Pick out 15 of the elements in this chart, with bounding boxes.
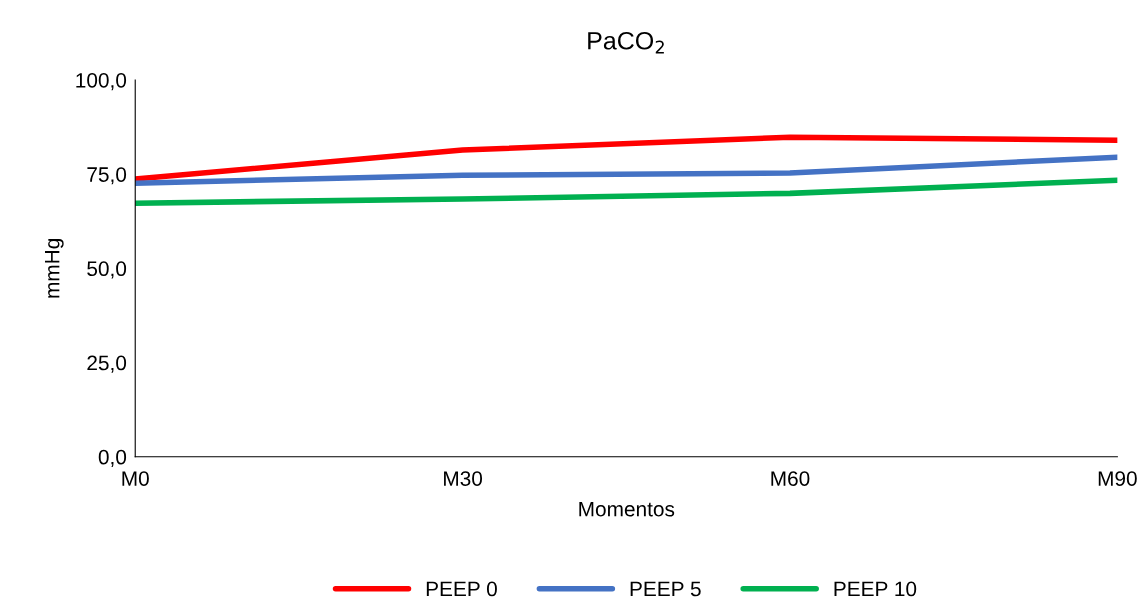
y-axis-title: mmHg bbox=[45, 239, 64, 298]
y-tick-label: 75,0 bbox=[87, 167, 127, 185]
y-tick-label: 25,0 bbox=[87, 355, 127, 373]
x-tick-label: M0 bbox=[122, 471, 149, 486]
legend-label: PEEP 0 bbox=[426, 581, 497, 597]
legend-label: PEEP 10 bbox=[834, 581, 917, 597]
chart-title: PaCO$_{2}$ bbox=[588, 31, 664, 54]
x-tick-label: M30 bbox=[444, 471, 483, 486]
y-tick-label: 100,0 bbox=[76, 72, 127, 91]
x-tick-label: M90 bbox=[1098, 471, 1137, 486]
y-tick-label: 50,0 bbox=[87, 261, 127, 279]
x-axis-title: Momentos bbox=[579, 501, 675, 517]
x-tick-label: M60 bbox=[771, 471, 810, 486]
y-tick-label: 0,0 bbox=[98, 449, 127, 467]
legend-label: PEEP 5 bbox=[630, 581, 701, 597]
